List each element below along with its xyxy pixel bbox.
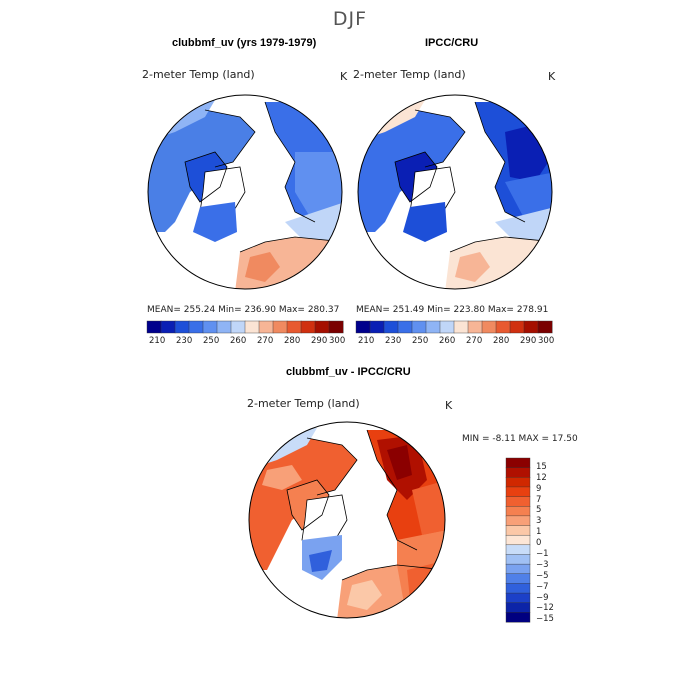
colorbar-swatch bbox=[505, 506, 531, 517]
colorbar-swatch bbox=[505, 583, 531, 594]
panel-3-map bbox=[248, 421, 446, 619]
colorbar-tick: −5 bbox=[536, 571, 549, 581]
colorbar-tick: 12 bbox=[536, 473, 547, 483]
panel-1-title: clubbmf_uv (yrs 1979-1979) bbox=[172, 37, 317, 49]
colorbar-swatch bbox=[495, 320, 511, 334]
colorbar-tick: 280 bbox=[493, 336, 510, 346]
figure-title: DJF bbox=[332, 8, 368, 30]
colorbar-swatch bbox=[505, 467, 531, 478]
colorbar-swatch bbox=[505, 477, 531, 488]
colorbar-swatch bbox=[439, 320, 455, 334]
colorbar-tick: 9 bbox=[536, 484, 542, 494]
colorbar-swatch bbox=[505, 544, 531, 555]
panel-1-colorbar-ticks: 210 230 250 260 270 280 290 300 bbox=[147, 336, 346, 348]
colorbar-tick: 250 bbox=[203, 336, 220, 346]
colorbar-swatch bbox=[505, 496, 531, 507]
colorbar-swatch bbox=[481, 320, 497, 334]
panel-2-title: IPCC/CRU bbox=[425, 37, 479, 49]
colorbar-swatch bbox=[425, 320, 441, 334]
colorbar-swatch bbox=[369, 320, 385, 334]
colorbar-swatch bbox=[509, 320, 525, 334]
colorbar-tick: 290 bbox=[311, 336, 328, 346]
colorbar-swatch bbox=[523, 320, 539, 334]
colorbar-tick: 270 bbox=[466, 336, 483, 346]
colorbar-swatch bbox=[505, 457, 531, 469]
colorbar-tick: 260 bbox=[230, 336, 247, 346]
colorbar-tick: 230 bbox=[176, 336, 193, 346]
colorbar-swatch bbox=[505, 554, 531, 565]
panel-1-stats: MEAN= 255.24 Min= 236.90 Max= 280.37 bbox=[147, 305, 340, 315]
colorbar-swatch bbox=[202, 320, 218, 334]
panel-1-map bbox=[147, 94, 343, 290]
colorbar-swatch bbox=[188, 320, 204, 334]
colorbar-swatch bbox=[272, 320, 288, 334]
colorbar-swatch bbox=[505, 612, 531, 623]
colorbar-tick: 280 bbox=[284, 336, 301, 346]
panel-3-stats: MIN = -8.11 MAX = 17.50 bbox=[462, 434, 578, 444]
colorbar-swatch bbox=[286, 320, 302, 334]
colorbar-tick: 5 bbox=[536, 505, 542, 515]
colorbar-swatch bbox=[453, 320, 469, 334]
colorbar-swatch bbox=[505, 563, 531, 575]
colorbar-swatch bbox=[258, 320, 274, 334]
colorbar-tick: 0 bbox=[536, 538, 542, 548]
panel-2-units: K bbox=[548, 70, 556, 83]
panel-3-units: K bbox=[445, 399, 453, 412]
colorbar-tick: 210 bbox=[358, 336, 375, 346]
colorbar-tick: −12 bbox=[536, 603, 554, 613]
panel-2-stats: MEAN= 251.49 Min= 223.80 Max= 278.91 bbox=[356, 305, 549, 315]
colorbar-tick: −3 bbox=[536, 560, 549, 570]
colorbar-swatch bbox=[505, 515, 531, 527]
colorbar-swatch bbox=[146, 320, 162, 334]
colorbar-swatch bbox=[160, 320, 176, 334]
colorbar-tick: 300 bbox=[329, 336, 346, 346]
colorbar-swatch bbox=[505, 486, 531, 498]
colorbar-tick: 260 bbox=[439, 336, 456, 346]
colorbar-swatch bbox=[505, 592, 531, 604]
colorbar-swatch bbox=[355, 320, 371, 334]
colorbar-swatch bbox=[505, 525, 531, 536]
colorbar-swatch bbox=[230, 320, 246, 334]
colorbar-tick: 290 bbox=[520, 336, 537, 346]
panel-2-colorbar bbox=[355, 320, 553, 334]
colorbar-swatch bbox=[216, 320, 232, 334]
panel-3-title: clubbmf_uv - IPCC/CRU bbox=[286, 366, 411, 378]
colorbar-tick: 15 bbox=[536, 462, 547, 472]
panel-3-variable: 2-meter Temp (land) bbox=[247, 397, 360, 410]
colorbar-tick: −9 bbox=[536, 593, 549, 603]
colorbar-tick: 210 bbox=[149, 336, 166, 346]
colorbar-tick: 300 bbox=[538, 336, 555, 346]
colorbar-swatch bbox=[467, 320, 483, 334]
colorbar-tick: 250 bbox=[412, 336, 429, 346]
panel-1-variable: 2-meter Temp (land) bbox=[142, 68, 255, 81]
colorbar-tick: 3 bbox=[536, 516, 542, 526]
panel-1-units: K bbox=[340, 70, 348, 83]
colorbar-tick: 270 bbox=[257, 336, 274, 346]
colorbar-swatch bbox=[411, 320, 427, 334]
colorbar-tick: −7 bbox=[536, 582, 549, 592]
panel-2-map bbox=[357, 94, 553, 290]
colorbar-swatch bbox=[328, 320, 344, 334]
panel-1-colorbar bbox=[146, 320, 344, 334]
colorbar-tick: −1 bbox=[536, 549, 549, 559]
panel-2-variable: 2-meter Temp (land) bbox=[353, 68, 466, 81]
colorbar-swatch bbox=[505, 573, 531, 584]
panel-3-colorbar-ticks: 15 12 9 7 5 3 1 0 −1 −3 −5 −7 −9 −12 −15 bbox=[534, 458, 574, 628]
panel-2-colorbar-ticks: 210 230 250 260 270 280 290 300 bbox=[356, 336, 555, 348]
panel-3-colorbar bbox=[505, 457, 531, 623]
colorbar-swatch bbox=[537, 320, 553, 334]
colorbar-swatch bbox=[383, 320, 399, 334]
colorbar-tick: −15 bbox=[536, 614, 554, 624]
colorbar-tick: 230 bbox=[385, 336, 402, 346]
colorbar-swatch bbox=[244, 320, 260, 334]
colorbar-swatch bbox=[174, 320, 190, 334]
colorbar-swatch bbox=[397, 320, 413, 334]
colorbar-swatch bbox=[300, 320, 316, 334]
colorbar-tick: 7 bbox=[536, 495, 542, 505]
colorbar-swatch bbox=[505, 602, 531, 613]
colorbar-swatch bbox=[314, 320, 330, 334]
colorbar-swatch bbox=[505, 534, 531, 546]
colorbar-tick: 1 bbox=[536, 527, 542, 537]
